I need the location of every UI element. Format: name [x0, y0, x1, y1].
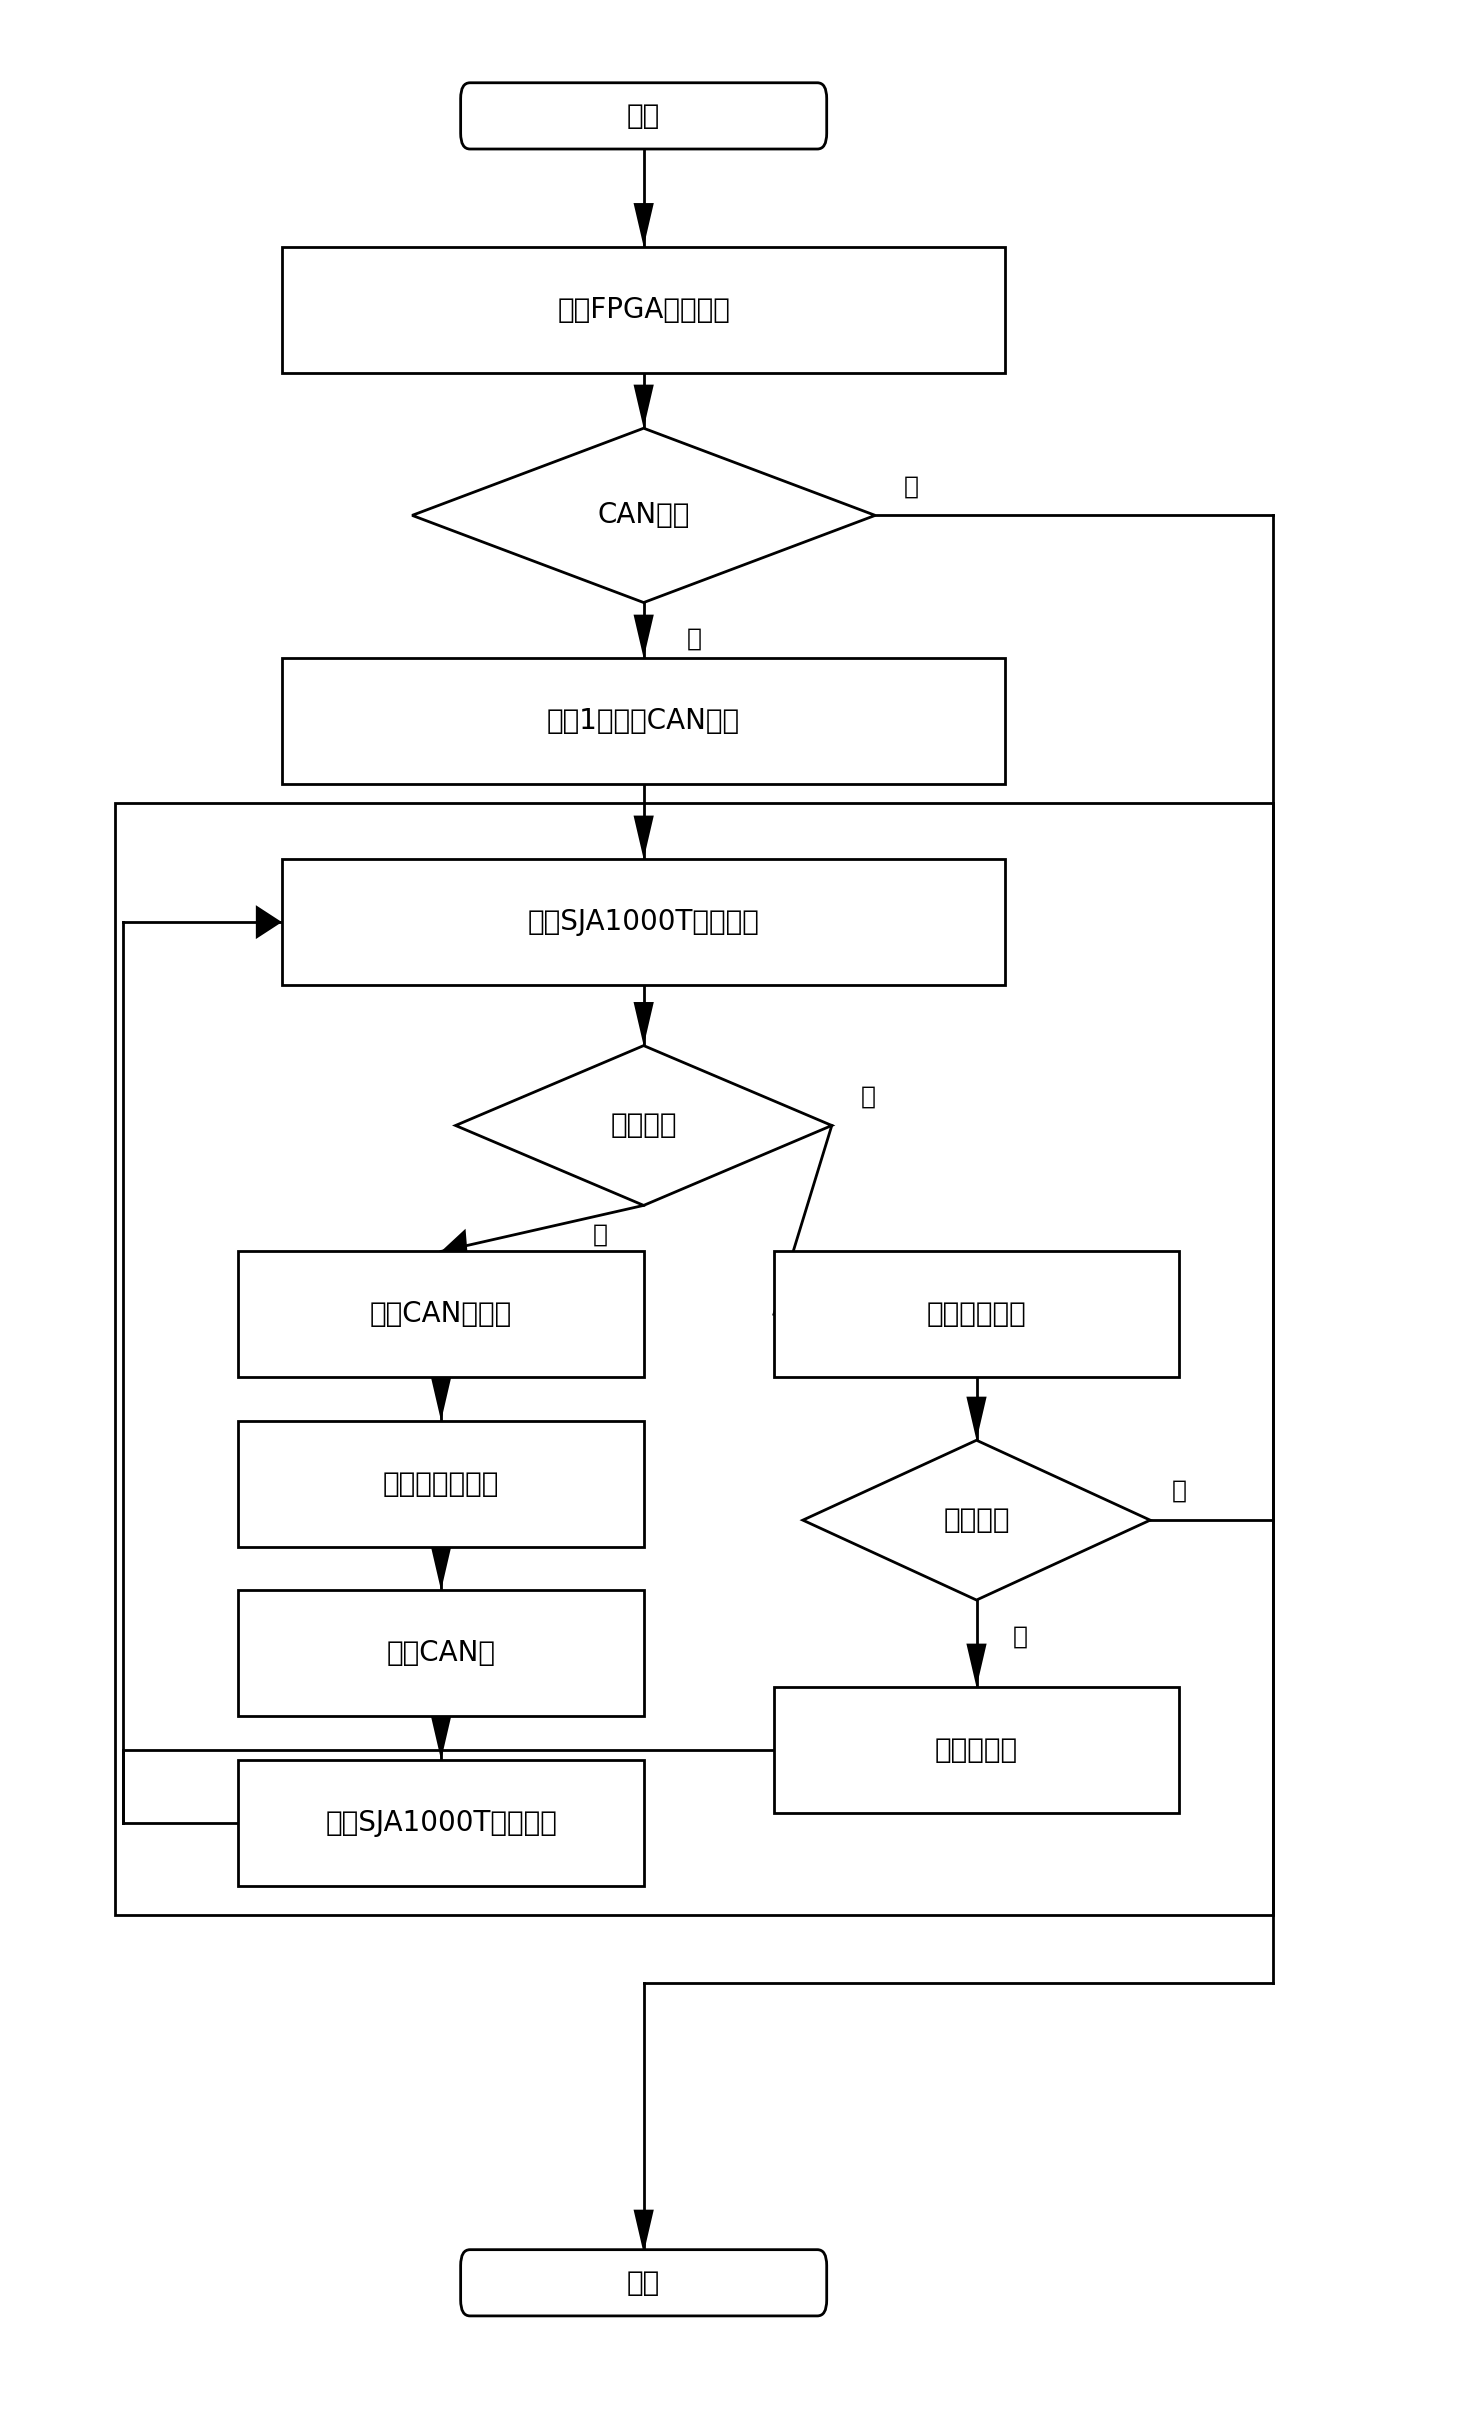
- Polygon shape: [634, 385, 655, 429]
- Bar: [282, 860, 1005, 986]
- Polygon shape: [431, 1717, 451, 1761]
- Polygon shape: [634, 816, 655, 860]
- Polygon shape: [966, 1644, 986, 1687]
- Bar: [282, 657, 1005, 784]
- Text: 是: 是: [687, 626, 703, 650]
- Polygon shape: [456, 1045, 831, 1205]
- Polygon shape: [634, 614, 655, 657]
- Polygon shape: [634, 202, 655, 246]
- Polygon shape: [441, 1230, 469, 1261]
- Text: 否: 否: [1012, 1624, 1027, 1648]
- Bar: [238, 1761, 644, 1885]
- Polygon shape: [966, 1398, 986, 1439]
- Polygon shape: [412, 429, 875, 601]
- Polygon shape: [634, 1003, 655, 1045]
- Bar: [774, 1252, 1179, 1378]
- Text: 通道号增加: 通道号增加: [935, 1736, 1018, 1763]
- Bar: [115, 804, 1273, 1914]
- Bar: [774, 1687, 1179, 1814]
- Text: CAN中断: CAN中断: [598, 502, 690, 528]
- Text: 是: 是: [1172, 1478, 1186, 1502]
- Text: 处理错误信息: 处理错误信息: [926, 1300, 1027, 1330]
- Polygon shape: [431, 1378, 451, 1422]
- Text: 查询SJA1000T中断状态: 查询SJA1000T中断状态: [326, 1809, 557, 1836]
- Polygon shape: [634, 2209, 655, 2252]
- Text: 查询FPGA中断状态: 查询FPGA中断状态: [557, 295, 730, 324]
- Text: 否: 否: [904, 475, 919, 499]
- Bar: [238, 1252, 644, 1378]
- Polygon shape: [804, 1439, 1150, 1600]
- Text: 开始: 开始: [627, 102, 660, 129]
- Text: 释放CAN帧: 释放CAN帧: [387, 1639, 495, 1668]
- Polygon shape: [256, 906, 282, 940]
- Text: 否: 否: [861, 1084, 875, 1108]
- Polygon shape: [774, 1269, 795, 1315]
- Text: 是: 是: [593, 1222, 608, 1247]
- FancyBboxPatch shape: [460, 83, 827, 149]
- Text: 结束: 结束: [627, 2269, 660, 2296]
- Text: 接收中断: 接收中断: [611, 1110, 676, 1140]
- Text: 发送到消息队列: 发送到消息队列: [383, 1471, 500, 1498]
- Polygon shape: [431, 1546, 451, 1590]
- Text: 接收CAN帧数据: 接收CAN帧数据: [370, 1300, 513, 1330]
- FancyBboxPatch shape: [460, 2250, 827, 2316]
- Bar: [238, 1590, 644, 1717]
- Text: 最后通道: 最后通道: [944, 1507, 1010, 1534]
- Bar: [238, 1422, 644, 1546]
- Bar: [282, 246, 1005, 373]
- Text: 通道1为当前CAN通道: 通道1为当前CAN通道: [546, 706, 741, 735]
- Text: 查询SJA1000T中断状态: 查询SJA1000T中断状态: [527, 908, 760, 935]
